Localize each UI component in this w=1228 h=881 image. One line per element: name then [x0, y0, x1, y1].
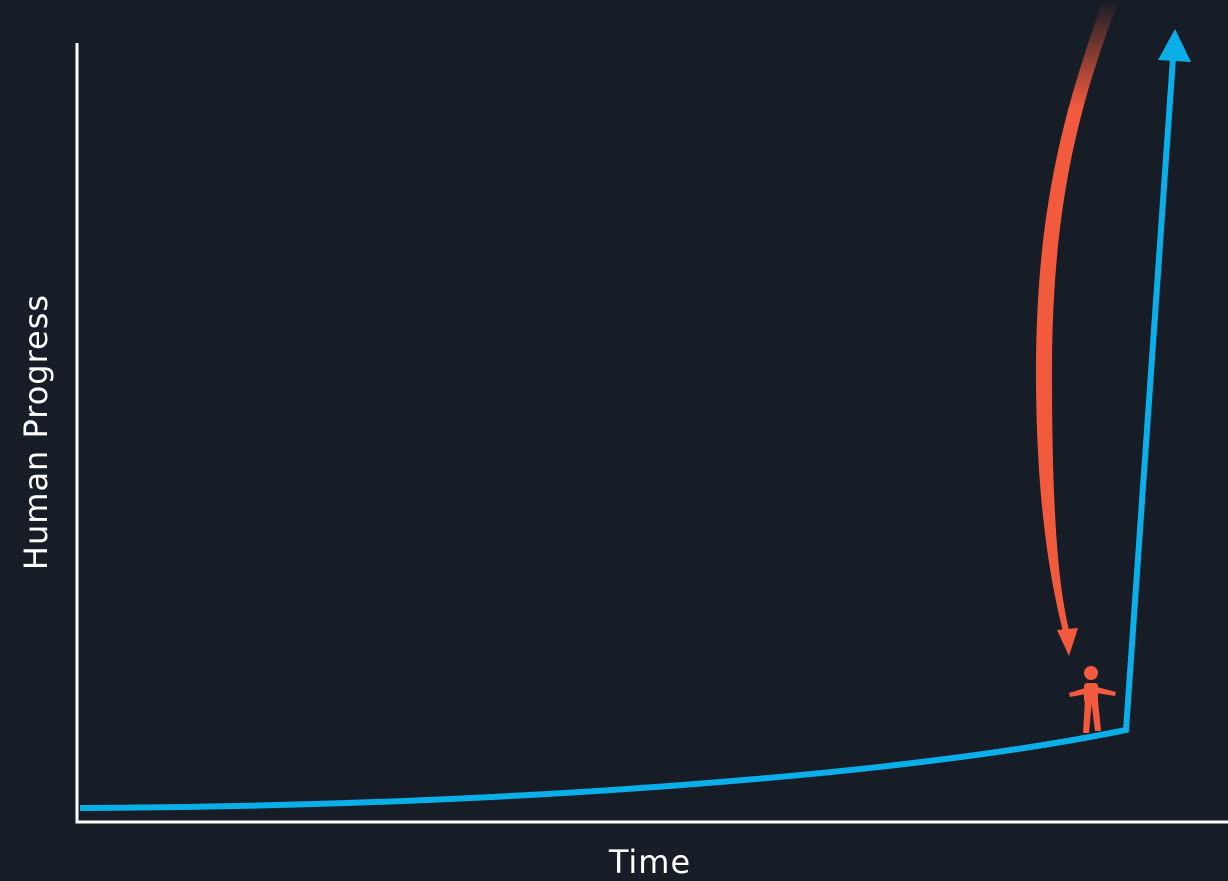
swoop-arrow [1036, 0, 1118, 635]
swoop-arrowhead [1057, 628, 1078, 656]
progress-arrowhead [1158, 29, 1191, 62]
y-axis-label: Human Progress [17, 294, 55, 570]
progress-curve [79, 57, 1176, 811]
person-icon [1069, 666, 1116, 733]
x-axis-label: Time [608, 843, 691, 881]
